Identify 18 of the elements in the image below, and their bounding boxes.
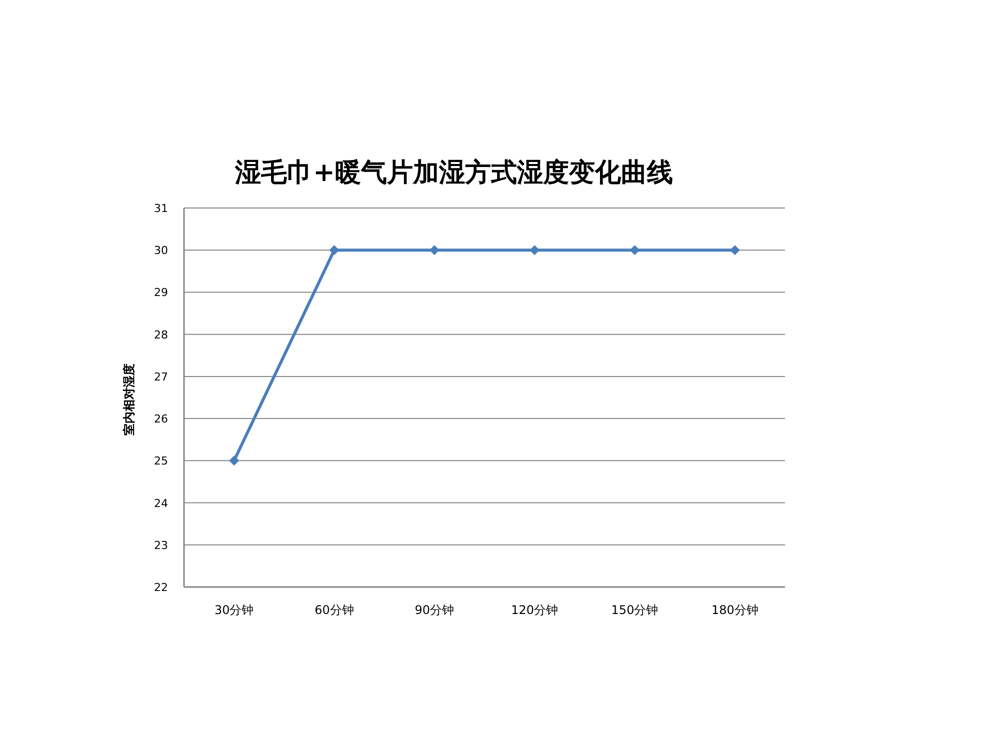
chart-title: 湿毛巾+暖气片加湿方式湿度变化曲线: [234, 158, 673, 188]
x-tick-label: 180分钟: [711, 603, 758, 617]
y-tick-label: 22: [154, 581, 168, 594]
y-tick-label: 30: [154, 244, 168, 258]
y-axis-title: 室内相对湿度: [122, 364, 136, 436]
y-tick-label: 28: [154, 328, 168, 342]
y-tick-label: 23: [154, 538, 168, 552]
x-tick-label: 60分钟: [314, 603, 354, 617]
y-tick-label: 31: [154, 202, 168, 215]
y-tick-label: 25: [154, 454, 168, 468]
y-tick-label: 26: [154, 412, 168, 426]
y-tick-label: 27: [154, 370, 168, 384]
y-tick-label: 29: [154, 286, 168, 300]
x-tick-label: 150分钟: [611, 603, 658, 617]
x-tick-label: 30分钟: [214, 603, 254, 617]
x-tick-label: 120分钟: [511, 603, 558, 617]
x-tick-label: 90分钟: [414, 603, 454, 617]
y-tick-label: 24: [154, 496, 168, 510]
